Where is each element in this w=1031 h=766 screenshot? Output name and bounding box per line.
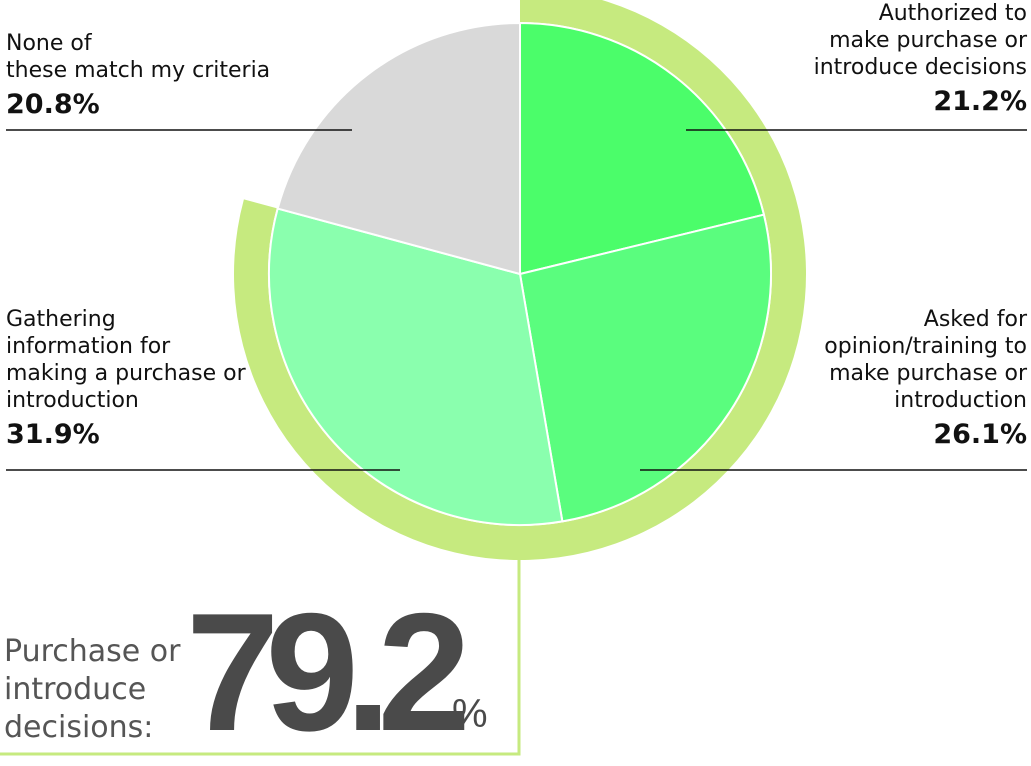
label-authorized-value: 21.2%	[933, 86, 1027, 117]
label-authorized-line: Authorized to	[878, 1, 1027, 26]
pie-slice-asked-for-opinion	[518, 213, 772, 523]
label-none: None of these match my criteria 20.8%	[6, 30, 270, 122]
label-none-line: these match my criteria	[6, 58, 271, 83]
summary-label-line: Purchase or	[4, 634, 181, 669]
leader-lines	[6, 129, 1027, 471]
label-asked-value: 26.1%	[933, 419, 1027, 450]
label-none-value: 20.8%	[6, 89, 100, 120]
summary-unit: %	[452, 692, 488, 736]
label-gathering-line: making a purchase or	[6, 361, 246, 386]
label-authorized: Authorized to make purchase or introduce…	[814, 0, 1027, 119]
pie-slices	[268, 21, 772, 526]
summary-label: Purchase or introduce decisions:	[4, 633, 180, 747]
label-asked-line: introduction	[894, 388, 1027, 413]
label-none-line: None of	[6, 31, 92, 56]
summary-label-line: introduce	[4, 672, 147, 707]
label-asked-line: opinion/training to	[824, 334, 1027, 359]
label-gathering-line: information for	[6, 334, 171, 359]
summary-label-line: decisions:	[4, 710, 154, 745]
label-gathering-value: 31.9%	[6, 419, 100, 450]
label-asked: Asked for opinion/training to make purch…	[824, 306, 1027, 452]
summary-total: 79.2	[186, 578, 471, 766]
label-authorized-line: introduce decisions	[813, 55, 1027, 80]
label-authorized-line: make purchase or	[829, 28, 1027, 53]
pie-slice-none-of-these	[276, 21, 521, 276]
label-gathering: Gathering information for making a purch…	[6, 306, 246, 452]
pie-slice-authorized-to-make	[519, 21, 766, 276]
label-gathering-line: Gathering	[6, 307, 116, 332]
label-asked-line: Asked for	[923, 307, 1027, 332]
label-gathering-line: introduction	[6, 388, 139, 413]
label-asked-line: make purchase or	[829, 361, 1027, 386]
summary-bracket	[0, 552, 521, 756]
pie-slice-gathering-information-for	[268, 207, 564, 526]
